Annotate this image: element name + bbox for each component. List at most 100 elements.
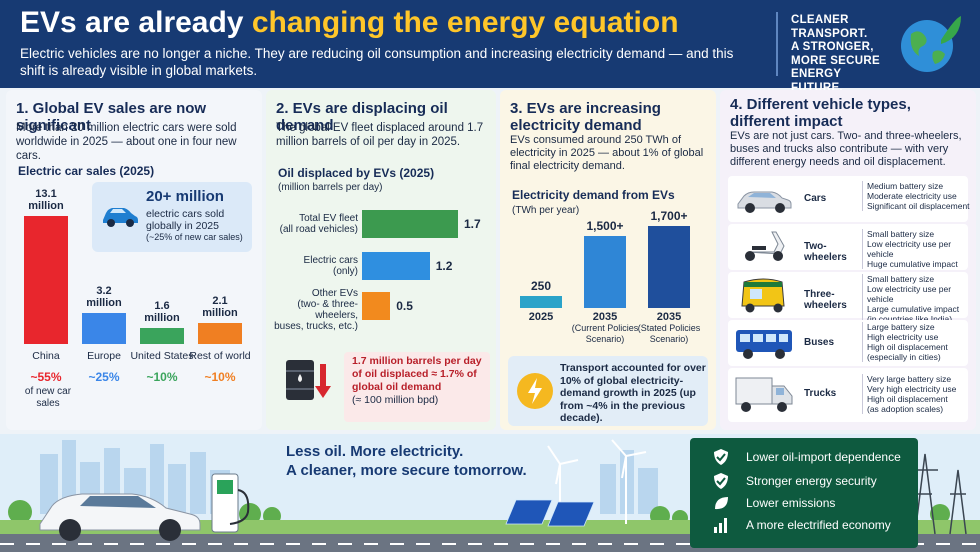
panel-title-line: electricity demand	[510, 117, 642, 134]
panel-text: EVs are not just cars. Two- and three-wh…	[730, 130, 962, 168]
panel-title: 3. EVs are increasing electricity demand	[510, 100, 710, 134]
chart-ev-sales: 13.1 million China ~55% 3.2 million Europe ~25%…	[6, 90, 262, 430]
panel-ev-sales: 1. Global EV sales are now significant M…	[6, 90, 262, 430]
slogan-line: Less oil. More electricity.	[286, 443, 464, 460]
category-line: Scenario)	[585, 334, 625, 344]
category-line: buses, trucks, etc.)	[274, 321, 358, 332]
page-title: EVs are already changing the energy equa…	[20, 6, 679, 40]
vehicle-desc-line: Moderate electricity use	[867, 191, 957, 201]
share-label: ~10%	[204, 370, 236, 384]
highlight-note: (~25% of new car sales)	[146, 232, 243, 242]
hbar	[362, 292, 391, 320]
chart-label: Electricity demand from EVs	[512, 188, 675, 202]
category-line: 2025	[528, 311, 554, 323]
category-label: Total EV fleet (all road vehicles)	[270, 213, 358, 235]
category-line: Electric cars	[303, 255, 358, 266]
panel-text: More than 20 million electric cars were …	[16, 122, 237, 162]
benefit-item: A more electrified economy	[746, 518, 891, 532]
tagline-line: MORE SECURE	[791, 54, 880, 67]
hbar	[362, 252, 430, 280]
title-part-1: EVs are already	[20, 6, 252, 39]
bar-value-label: 13.1 million	[16, 188, 76, 212]
share-label: ~55%	[30, 370, 62, 384]
chart-oil-displaced: 1.7 Total EV fleet (all road vehicles) 1.2 E…	[266, 90, 496, 430]
bar-value-label: 1.2	[435, 259, 453, 273]
vehicle-desc-line: Huge cumulative impact	[867, 259, 958, 269]
callout-line: (≈ 100 million bpd)	[352, 394, 439, 406]
benefit-item: Lower emissions	[746, 496, 836, 510]
vehicle-desc-line: High electricity use	[867, 332, 939, 342]
vehicle-row-cars: Cars Medium battery size Moderate electr…	[728, 176, 970, 222]
category-line: Total EV fleet	[299, 213, 358, 224]
category-label: 2025	[502, 312, 580, 323]
callout-line: 1.7 million barrels per day	[352, 355, 482, 367]
panel-text: The global EV fleet displaced around 1.7…	[276, 122, 484, 148]
tagline-line: TRANSPORT.	[791, 27, 868, 40]
bar-value-line: million	[86, 296, 122, 309]
chart-electricity-demand: 250 2025 1,500+ 2035 (Current Policies Scenar…	[500, 90, 716, 430]
panel-title: 2. EVs are displacing oil demand	[276, 100, 448, 134]
oil-callout	[344, 352, 490, 422]
category-line: (all road vehicles)	[279, 224, 358, 235]
category-label: China	[32, 350, 60, 362]
share-label: ~25%	[88, 370, 120, 384]
vehicle-desc-line: Small battery size	[867, 274, 935, 284]
vehicle-desc-line: Large battery size	[867, 322, 935, 332]
transport-note-box: Transport accounted for over 10% of glob…	[508, 356, 708, 426]
vehicle-desc: Small battery size Low electricity use p…	[862, 229, 972, 269]
footer-scene: Less oil. More electricity. A cleaner, m…	[0, 434, 980, 552]
panel-title-line: 4. Different vehicle types,	[730, 96, 911, 113]
bar-value-line: 3.2	[96, 284, 112, 297]
vehicle-row-buses: Buses Large battery size High electricit…	[728, 320, 968, 366]
header-banner: EVs are already changing the energy equa…	[0, 0, 980, 94]
vehicle-desc-line: Very high electricity use	[867, 384, 957, 394]
bar	[140, 328, 184, 344]
tagline: CLEANER TRANSPORT. A STRONGER, MORE SECU…	[791, 14, 891, 95]
header-divider	[776, 12, 778, 76]
category-line: Other EVs	[311, 288, 358, 299]
benefits-box: Lower oil-import dependence Stronger ene…	[690, 438, 918, 548]
scooter-icon	[745, 231, 785, 261]
category-label: United States	[130, 350, 194, 362]
bar-value-line: million	[144, 312, 180, 325]
bar	[648, 226, 690, 308]
globe-leaf-icon	[901, 16, 961, 72]
bar-value-label: 1,500+	[586, 218, 624, 233]
hbar	[362, 210, 458, 238]
vehicle-desc: Medium battery size Moderate electricity…	[862, 181, 972, 211]
highlight-value: 20+ million	[146, 188, 224, 205]
vehicle-desc-line: Low electricity use per vehicle	[867, 239, 952, 259]
vehicle-name: Two-wheelers	[804, 241, 847, 263]
category-line: (only)	[332, 266, 358, 277]
vehicle-row-trucks: Trucks Very large battery size Very high…	[728, 368, 968, 422]
vehicle-name: Trucks	[804, 388, 837, 399]
category-line: 2035	[656, 311, 682, 323]
chart-label: Electric car sales (2025)	[18, 164, 155, 178]
category-line: Scenario)	[649, 334, 689, 344]
share-label: ~10%	[146, 370, 178, 384]
vehicle-desc-line: Medium battery size	[867, 181, 944, 191]
vehicle-name: Three-wheelers	[804, 289, 847, 311]
panel-vehicle-types: 4. Different vehicle types, different im…	[720, 90, 976, 430]
bar-value-label: 1,700+	[650, 209, 688, 223]
footer-slogan: Less oil. More electricity. A cleaner, m…	[286, 442, 527, 480]
bar-value-line: 2.1	[212, 295, 228, 308]
bar-growth-icon	[714, 518, 727, 533]
tagline-line: CLEANER	[791, 14, 849, 26]
callout-line: of oil displaced ≈ 1.7% of	[352, 368, 477, 380]
oil-callout-text: 1.7 million barrels per day of oil displ…	[352, 355, 492, 407]
vehicle-desc-line: High oil displacement	[867, 342, 948, 352]
car-icon	[103, 208, 138, 227]
truck-icon	[735, 377, 793, 412]
vehicle-desc-line: High oil displacement	[867, 394, 948, 404]
vehicle-desc-line: Large cumulative impact	[867, 304, 960, 314]
bar-value-label: 0.5	[396, 299, 413, 313]
lightning-bolt-icon	[517, 373, 553, 409]
vehicle-desc-line: Significant oil displacement	[867, 201, 970, 211]
tagline-line: A STRONGER,	[791, 41, 874, 53]
category-line: (Current Policies	[571, 323, 639, 333]
shield-check-icon	[714, 473, 728, 489]
category-label: Rest of world	[189, 350, 251, 362]
title-part-2: changing the energy equation	[251, 6, 679, 39]
panel-title-line: 3. EVs are increasing	[510, 100, 661, 117]
